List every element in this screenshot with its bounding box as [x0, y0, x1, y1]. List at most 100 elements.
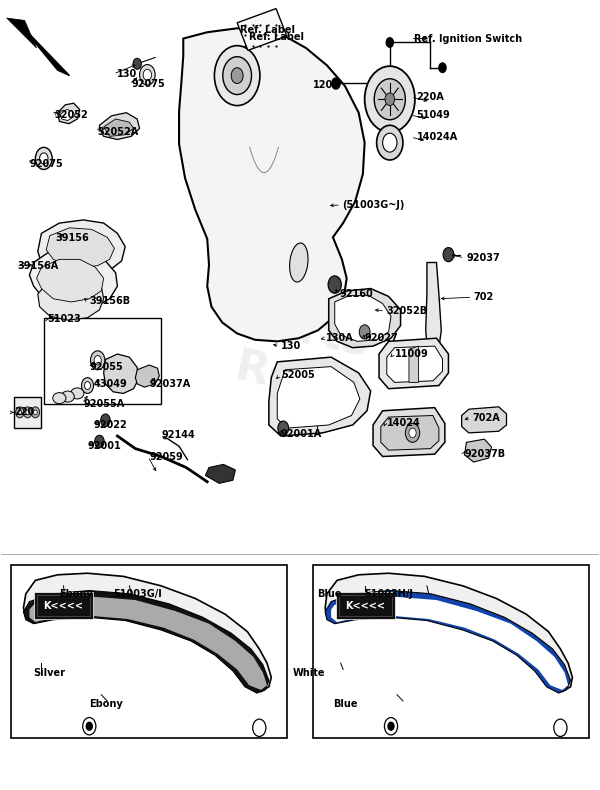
Polygon shape: [100, 113, 140, 140]
Text: Ref. Label: Ref. Label: [240, 25, 295, 36]
Text: Ref. Ignition Switch: Ref. Ignition Switch: [414, 33, 522, 43]
Circle shape: [140, 65, 155, 85]
Polygon shape: [61, 110, 75, 121]
Circle shape: [34, 410, 37, 415]
Text: 120: 120: [313, 80, 333, 90]
Circle shape: [406, 423, 420, 442]
Circle shape: [40, 153, 48, 164]
Polygon shape: [136, 365, 160, 387]
Circle shape: [359, 325, 370, 339]
Ellipse shape: [71, 388, 84, 399]
Polygon shape: [379, 338, 448, 389]
Text: 39156B: 39156B: [89, 296, 130, 307]
Polygon shape: [7, 18, 37, 48]
Text: 130: 130: [118, 69, 137, 79]
Text: 92037: 92037: [466, 253, 500, 263]
Circle shape: [18, 410, 22, 415]
Text: 51003G/I: 51003G/I: [113, 589, 162, 599]
Text: 220A: 220A: [417, 92, 445, 102]
Text: Parts
Repc: Parts Repc: [226, 296, 374, 415]
Text: 92055A: 92055A: [83, 399, 125, 408]
Circle shape: [214, 46, 260, 106]
Text: 92059: 92059: [149, 452, 183, 461]
Polygon shape: [44, 318, 161, 404]
Polygon shape: [23, 574, 271, 691]
Text: 43049: 43049: [94, 379, 127, 389]
Polygon shape: [11, 565, 287, 738]
Circle shape: [253, 719, 266, 736]
Ellipse shape: [61, 391, 74, 402]
Circle shape: [91, 351, 105, 370]
Polygon shape: [277, 367, 360, 428]
Polygon shape: [46, 228, 115, 267]
Text: 92001A: 92001A: [281, 429, 322, 438]
Text: 92160: 92160: [340, 289, 373, 299]
Ellipse shape: [53, 393, 66, 404]
Circle shape: [383, 134, 397, 152]
Text: 702: 702: [473, 292, 494, 303]
Text: 130A: 130A: [326, 333, 353, 343]
Circle shape: [143, 70, 152, 81]
Text: 14024A: 14024A: [417, 132, 458, 142]
Text: 11009: 11009: [395, 349, 428, 359]
Polygon shape: [387, 346, 442, 382]
Text: 51049: 51049: [417, 110, 451, 120]
Text: Ebony: Ebony: [59, 589, 93, 599]
Circle shape: [439, 63, 446, 73]
Polygon shape: [14, 397, 41, 428]
Polygon shape: [179, 28, 365, 341]
Text: 92037B: 92037B: [464, 450, 506, 459]
Text: Ebony: Ebony: [89, 699, 123, 709]
Text: 220: 220: [14, 408, 34, 417]
Circle shape: [231, 68, 243, 84]
Circle shape: [223, 57, 251, 95]
Text: 92144: 92144: [161, 431, 195, 440]
Text: 92075: 92075: [131, 79, 165, 89]
Polygon shape: [325, 574, 572, 691]
Polygon shape: [461, 407, 506, 433]
Polygon shape: [426, 262, 441, 362]
Polygon shape: [104, 119, 134, 137]
Circle shape: [82, 378, 94, 393]
Text: 32052B: 32052B: [386, 306, 427, 316]
Circle shape: [332, 78, 340, 89]
Circle shape: [31, 407, 40, 418]
Ellipse shape: [290, 243, 308, 282]
Text: 39156: 39156: [56, 233, 89, 243]
Circle shape: [554, 719, 567, 736]
Text: 92037A: 92037A: [149, 379, 190, 389]
FancyBboxPatch shape: [336, 592, 395, 619]
Text: 92055: 92055: [89, 362, 123, 371]
Circle shape: [374, 79, 406, 120]
Polygon shape: [269, 357, 371, 436]
Text: 92022: 92022: [94, 420, 127, 430]
Polygon shape: [464, 439, 491, 462]
Text: 39156A: 39156A: [17, 261, 59, 271]
Polygon shape: [29, 597, 267, 690]
Circle shape: [35, 148, 52, 170]
Circle shape: [328, 276, 341, 293]
Circle shape: [377, 126, 403, 160]
Text: Blue: Blue: [317, 589, 341, 599]
Polygon shape: [38, 276, 104, 320]
Text: 92027: 92027: [365, 333, 398, 343]
Circle shape: [386, 38, 394, 47]
Circle shape: [133, 58, 142, 70]
Text: White: White: [293, 668, 325, 678]
Polygon shape: [381, 416, 439, 450]
Text: 32052A: 32052A: [98, 126, 139, 137]
Polygon shape: [37, 259, 104, 302]
Text: 92075: 92075: [29, 159, 63, 169]
Circle shape: [86, 722, 92, 730]
Polygon shape: [104, 354, 139, 393]
Text: 32052: 32052: [55, 110, 88, 120]
Polygon shape: [313, 565, 589, 738]
Polygon shape: [331, 597, 568, 690]
Polygon shape: [38, 220, 125, 270]
Circle shape: [83, 717, 96, 735]
Text: 130: 130: [281, 341, 301, 351]
Circle shape: [95, 435, 104, 448]
Polygon shape: [23, 591, 269, 693]
Polygon shape: [325, 591, 571, 693]
Polygon shape: [205, 465, 235, 483]
